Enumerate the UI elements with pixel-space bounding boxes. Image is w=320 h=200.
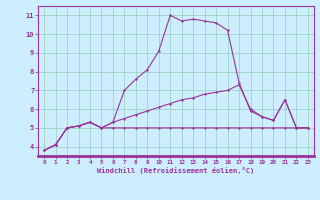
X-axis label: Windchill (Refroidissement éolien,°C): Windchill (Refroidissement éolien,°C) [97, 167, 255, 174]
